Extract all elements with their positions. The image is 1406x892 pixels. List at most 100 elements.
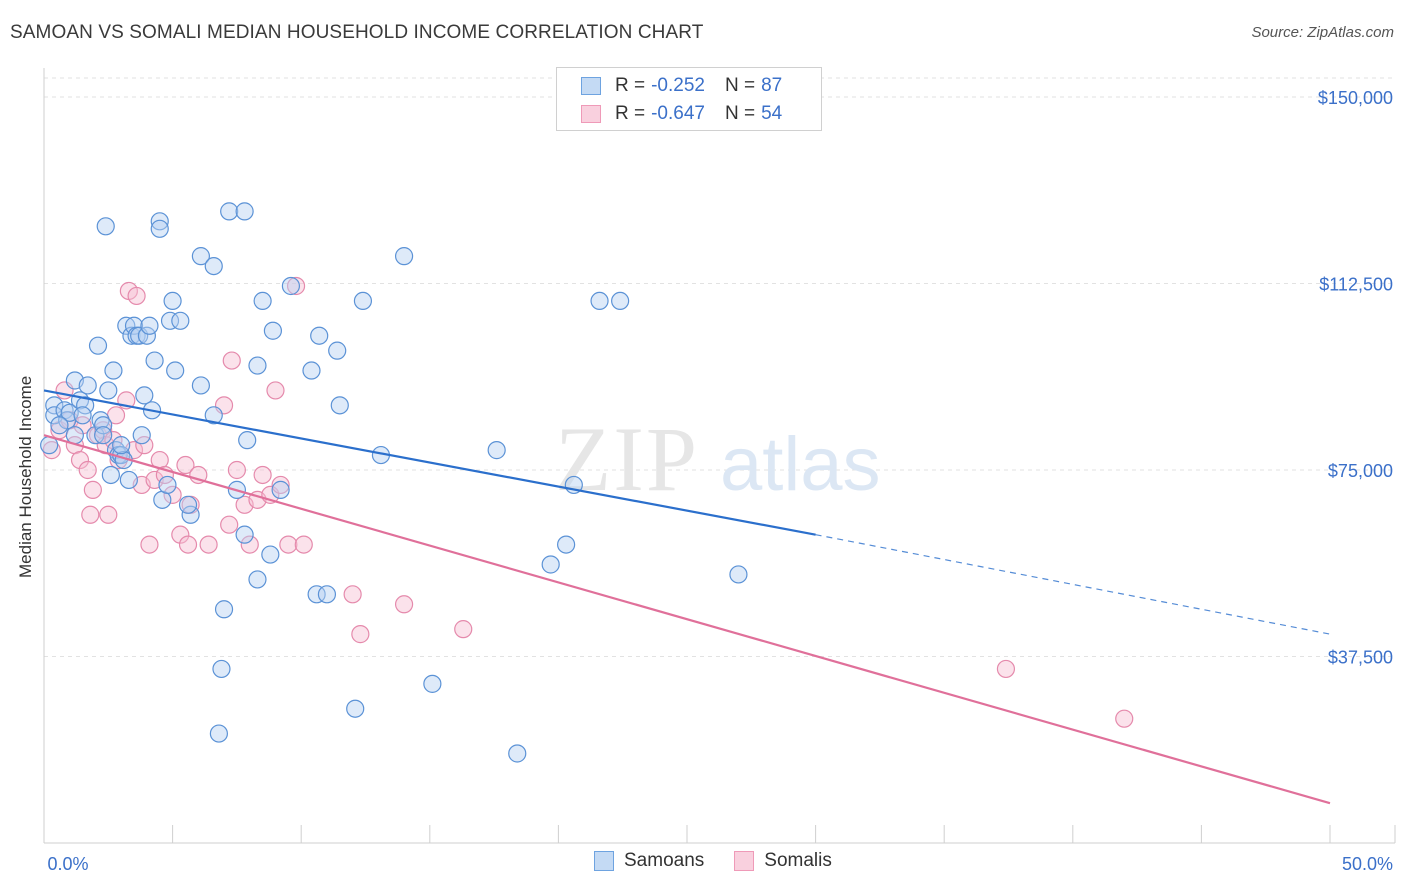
somalis-point bbox=[996, 659, 1016, 679]
somalis-point bbox=[163, 485, 182, 504]
somalis-point bbox=[394, 595, 414, 614]
somalis-trend-line bbox=[43, 434, 1331, 805]
samoans-point bbox=[271, 480, 290, 499]
samoans-point bbox=[209, 724, 228, 743]
samoans-point bbox=[310, 326, 329, 345]
somalis-point bbox=[253, 465, 272, 485]
samoans-point bbox=[135, 386, 154, 405]
somalis-point bbox=[42, 441, 61, 460]
somalis-point bbox=[294, 535, 313, 554]
chart-title: SAMOAN VS SOMALI MEDIAN HOUSEHOLD INCOME… bbox=[10, 22, 704, 43]
x-tick-label: 50.0% bbox=[1342, 854, 1393, 874]
samoans-point bbox=[178, 495, 198, 514]
y-tick-label: $150,000 bbox=[1318, 88, 1393, 108]
somalis-point bbox=[240, 535, 259, 554]
samoans-point bbox=[235, 202, 254, 221]
somalis-point bbox=[70, 450, 90, 470]
samoans-point bbox=[261, 545, 280, 564]
watermark: ZIP atlas bbox=[555, 408, 881, 510]
samoans-point bbox=[166, 361, 185, 380]
samoans-point bbox=[132, 426, 151, 445]
samoans-point bbox=[204, 256, 223, 276]
samoans-point bbox=[65, 426, 84, 445]
samoans-point bbox=[253, 291, 272, 311]
legend-row-somalis: R = -0.647 N = 54 bbox=[581, 102, 782, 126]
legend-row-samoans: R = -0.252 N = 87 bbox=[581, 74, 782, 98]
somalis-point bbox=[266, 381, 285, 400]
axes bbox=[43, 68, 1396, 844]
somalis-point bbox=[454, 620, 473, 639]
samoans-point bbox=[590, 291, 609, 311]
samoans-point bbox=[214, 600, 234, 619]
legend-item-samoans[interactable]: Samoans bbox=[594, 850, 704, 872]
somalis-r-value: -0.647 bbox=[651, 103, 705, 124]
samoans-point bbox=[729, 565, 748, 584]
samoans-point bbox=[119, 470, 138, 490]
somalis-n-value: 54 bbox=[761, 103, 783, 124]
source-text: Source: ZipAtlas.com bbox=[1251, 24, 1394, 41]
samoans-point bbox=[78, 376, 97, 395]
samoans-point bbox=[191, 247, 210, 266]
samoans-point bbox=[248, 570, 267, 589]
somalis-point bbox=[171, 525, 190, 544]
samoans-point bbox=[94, 426, 113, 445]
watermark-atlas: atlas bbox=[720, 422, 881, 507]
samoans-point bbox=[353, 291, 373, 311]
somalis-point bbox=[81, 505, 100, 524]
samoans-point bbox=[150, 219, 169, 238]
samoans-point bbox=[101, 465, 120, 485]
samoans-point bbox=[508, 744, 527, 763]
legend-n-label: N = bbox=[724, 103, 756, 124]
somalis-point bbox=[83, 480, 102, 499]
samoans-point bbox=[163, 291, 182, 311]
samoans-point bbox=[45, 396, 64, 415]
somalis-point bbox=[140, 535, 159, 554]
samoans-point bbox=[330, 396, 349, 415]
samoans-point bbox=[212, 659, 231, 679]
legend-n-label: N = bbox=[724, 75, 756, 96]
somalis-swatch bbox=[581, 105, 601, 123]
samoans-legend-label: Samoans bbox=[624, 850, 705, 871]
source-label: Source: ZipAtlas.com bbox=[1251, 24, 1394, 41]
y-axis-label: Median Household Income bbox=[16, 375, 35, 578]
somalis-point bbox=[176, 455, 195, 475]
samoans-r-value: -0.252 bbox=[651, 75, 705, 96]
samoans-point bbox=[317, 585, 337, 604]
samoans-point bbox=[145, 351, 164, 370]
somalis-point bbox=[220, 515, 239, 534]
samoans-n-value: 87 bbox=[761, 75, 783, 96]
samoans-point bbox=[557, 535, 576, 554]
samoans-point bbox=[263, 321, 283, 340]
samoans-point bbox=[158, 475, 177, 495]
correlation-legend: R = -0.252 N = 87 R = -0.647 N = 54 bbox=[556, 67, 822, 131]
samoans-legend-swatch bbox=[594, 851, 614, 871]
samoans-point bbox=[220, 202, 239, 221]
samoans-point bbox=[611, 291, 630, 311]
samoans-point bbox=[302, 361, 321, 380]
somalis-point bbox=[127, 286, 146, 306]
samoans-point bbox=[235, 525, 254, 544]
somalis-point bbox=[286, 276, 306, 296]
samoans-point bbox=[171, 311, 190, 330]
samoans-point bbox=[204, 406, 223, 425]
y-tick-label: $75,000 bbox=[1328, 461, 1393, 481]
samoans-point bbox=[541, 555, 560, 574]
samoans-point bbox=[99, 381, 118, 400]
legend-item-somalis[interactable]: Somalis bbox=[734, 850, 832, 872]
samoans-trend-extension bbox=[815, 534, 1331, 635]
samoans-point bbox=[191, 376, 210, 395]
legend-r-label: R = bbox=[615, 75, 646, 96]
samoans-point bbox=[140, 316, 159, 335]
watermark-zip: ZIP bbox=[555, 408, 699, 510]
somalis-point bbox=[178, 535, 198, 554]
y-axis-label-wrap: Median Household Income bbox=[16, 376, 40, 578]
somalis-point bbox=[78, 460, 97, 480]
samoans-point bbox=[346, 699, 365, 718]
samoans-point bbox=[88, 336, 108, 355]
samoans-point bbox=[73, 406, 92, 425]
somalis-point bbox=[222, 351, 241, 370]
samoans-point bbox=[160, 311, 180, 330]
y-tick-labels: $37,500 $75,000 $112,500 $150,000 bbox=[1318, 88, 1393, 668]
samoans-point bbox=[112, 436, 131, 455]
